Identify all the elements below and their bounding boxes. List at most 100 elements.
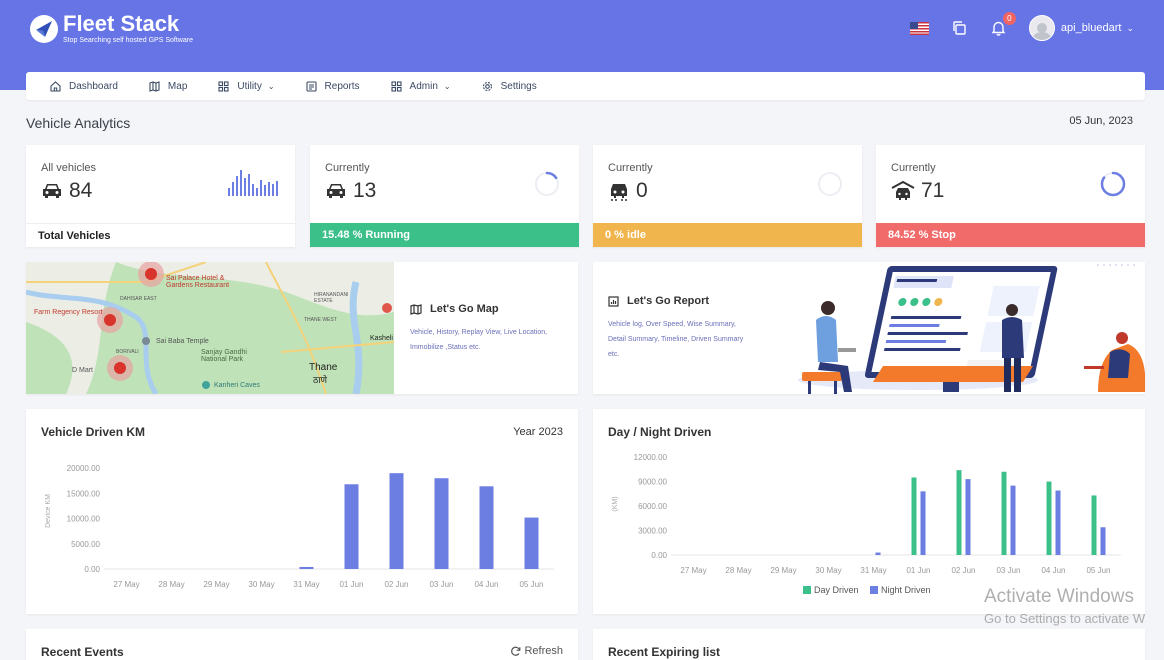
bar-chart-icon [608, 295, 619, 307]
bar[interactable] [875, 552, 881, 555]
report-promo-title-text: Let's Go Report [627, 295, 710, 307]
legend-label[interactable]: Day Driven [814, 585, 859, 595]
bar[interactable] [479, 486, 494, 569]
day-night-driven-chart: 0.00 3000.00 6000.00 9000.00 12000.00 (KM) 27 … [612, 453, 1121, 595]
bar[interactable] [956, 470, 962, 555]
y-axis-label: Device KM [45, 494, 52, 528]
flag-us-icon[interactable] [909, 21, 929, 35]
x-tick-label: 04 Jun [1041, 566, 1065, 575]
nav-label: Settings [500, 80, 537, 92]
progress-ring [1100, 171, 1126, 197]
stat-card-total[interactable]: All vehicles 84 Total Vehicles [26, 145, 295, 247]
bar[interactable] [1100, 527, 1106, 555]
x-tick-label: 30 May [248, 580, 274, 589]
stat-label: All vehicles [41, 162, 97, 174]
y-tick-label: 15000.00 [67, 489, 101, 498]
home-icon [50, 80, 61, 92]
x-tick-label: 28 May [158, 580, 184, 589]
x-tick-label: 02 Jun [951, 566, 975, 575]
chevron-down-icon[interactable]: ⌄ [1126, 22, 1134, 33]
bar[interactable] [524, 517, 539, 569]
stat-card-running[interactable]: Currently 13 15.48 % Running [310, 145, 579, 247]
map-label-thane-marathi: ठाणे [313, 375, 328, 385]
y-tick-label: 12000.00 [634, 453, 668, 462]
x-tick-label: 29 May [770, 566, 796, 575]
bar[interactable] [911, 477, 917, 555]
legend-label[interactable]: Night Driven [881, 585, 931, 595]
progress-ring-fill [1100, 171, 1126, 197]
nav-settings[interactable]: Settings [482, 81, 537, 92]
bell-icon[interactable]: 0 [989, 12, 1016, 38]
stat-footer: Total Vehicles [26, 223, 295, 247]
logo-arrow-icon [30, 15, 58, 43]
map-promo-title-text: Let's Go Map [430, 303, 499, 315]
main-nav: Dashboard Map Utility ⌄ Reports Admin ⌄ … [26, 72, 1145, 100]
refresh-button[interactable]: Refresh [510, 645, 563, 657]
map-promo-card[interactable]: Sai Palace Hotel & Gardens Restaurant DA… [26, 262, 578, 394]
report-promo-title[interactable]: Let's Go Report [608, 295, 743, 307]
bar[interactable] [1010, 485, 1016, 555]
x-tick-label: 31 May [293, 580, 319, 589]
nav-label: Dashboard [69, 80, 118, 92]
map-label-temple: Sai Baba Temple [156, 338, 209, 345]
stat-label: Currently [608, 162, 653, 174]
map-label-restaurant: Sai Palace Hotel & Gardens Restaurant [166, 275, 230, 289]
grid-icon [390, 80, 402, 92]
progress-ring-fill [534, 171, 560, 197]
chevron-down-icon: ⌄ [443, 81, 451, 91]
x-tick-label: 28 May [725, 566, 751, 575]
copy-icon[interactable] [949, 18, 969, 38]
gear-icon [482, 81, 492, 91]
bar[interactable] [1055, 490, 1061, 555]
brand-tagline: Stop Searching self hosted GPS Software [63, 37, 193, 44]
x-tick-label: 05 Jun [1086, 566, 1110, 575]
y-tick-label: 0.00 [84, 565, 100, 574]
map-label-dmart: D Mart [72, 367, 93, 374]
y-tick-label: 6000.00 [638, 502, 667, 511]
chart-title: Vehicle Driven KM [41, 425, 146, 439]
progress-ring [534, 171, 560, 197]
username[interactable]: api_bluedart [1060, 22, 1122, 34]
nav-dashboard[interactable]: Dashboard [50, 81, 118, 92]
stat-value: 71 [921, 179, 945, 202]
stat-card-idle[interactable]: Currently 0 0 % idle [593, 145, 862, 247]
watermark-line1: Activate Windows [984, 586, 1134, 607]
y-tick-label: 5000.00 [71, 540, 100, 549]
recent-expiring-title: Recent Expiring list [608, 645, 721, 659]
bar[interactable] [344, 484, 359, 569]
report-promo-desc-3: etc. [608, 351, 620, 358]
x-tick-label: 01 Jun [339, 580, 363, 589]
bar[interactable] [1091, 495, 1097, 555]
refresh-icon [511, 646, 521, 656]
map-label-thane: Thane [309, 362, 338, 373]
x-tick-label: 05 Jun [519, 580, 543, 589]
report-promo-card[interactable]: Let's Go Report Vehicle log, Over Speed,… [593, 262, 1145, 394]
progress-ring-track [818, 172, 842, 196]
bar[interactable] [1046, 481, 1052, 555]
stat-card-stop[interactable]: Currently 71 84.52 % Stop [876, 145, 1145, 247]
bar[interactable] [1001, 471, 1007, 555]
stat-value: 84 [69, 179, 93, 202]
mini-bars-icon [228, 170, 278, 196]
progress-ring [818, 172, 842, 196]
bar[interactable] [920, 491, 926, 555]
car-icon [43, 184, 61, 198]
bar[interactable] [965, 479, 971, 555]
nav-label: Map [167, 80, 188, 92]
y-tick-label: 9000.00 [638, 478, 667, 487]
chart-period[interactable]: Year 2023 [513, 426, 563, 438]
map-icon [149, 80, 160, 92]
brand-logo[interactable]: Fleet Stack Stop Searching self hosted G… [30, 13, 193, 45]
nav-label: Utility [237, 80, 262, 92]
nav-admin[interactable]: Admin ⌄ [390, 80, 451, 92]
nav-map[interactable]: Map [149, 81, 187, 92]
nav-reports[interactable]: Reports [305, 81, 360, 92]
avatar-icon[interactable] [1028, 15, 1055, 41]
bar[interactable] [389, 473, 404, 569]
nav-utility[interactable]: Utility ⌄ [218, 80, 275, 92]
map-label-caves: Kanheri Caves [214, 382, 260, 389]
map-promo-title[interactable]: Let's Go Map [410, 303, 547, 315]
bar[interactable] [434, 478, 449, 569]
bar[interactable] [299, 566, 314, 569]
x-tick-label: 27 May [680, 566, 706, 575]
